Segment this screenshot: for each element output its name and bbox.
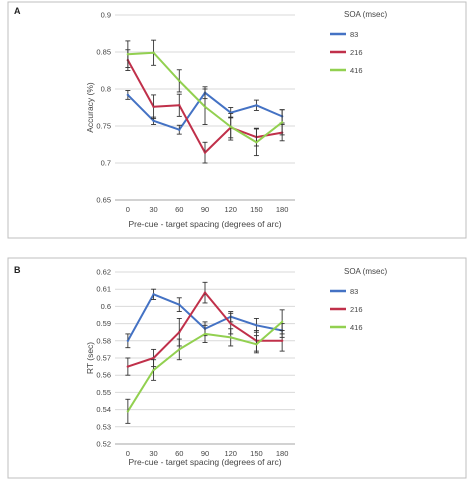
x-tick-label: 180 xyxy=(276,449,289,458)
y-tick-label: 0.61 xyxy=(96,285,111,294)
data-point xyxy=(126,410,130,413)
x-axis-label: Pre-cue - target spacing (degrees of arc… xyxy=(128,457,281,467)
data-point xyxy=(152,293,155,296)
legend-label: 216 xyxy=(350,48,363,57)
x-tick-label: 30 xyxy=(149,449,157,458)
legend-item-216: 216 xyxy=(330,305,363,314)
legend: SOA (msec) 83 216 416 xyxy=(330,267,387,332)
x-tick-label: 0 xyxy=(126,205,130,214)
data-point xyxy=(255,343,258,346)
data-point xyxy=(229,322,232,325)
panel-frame xyxy=(7,1,467,239)
y-tick-label: 0.7 xyxy=(101,159,111,168)
data-point xyxy=(203,291,207,294)
data-point xyxy=(229,336,232,339)
legend: SOA (msec) 83 216 416 xyxy=(330,10,387,75)
y-tick-label: 0.8 xyxy=(101,85,111,94)
x-axis-label: Pre-cue - target spacing (degrees of arc… xyxy=(128,219,281,229)
data-point xyxy=(178,331,181,334)
legend-label: 83 xyxy=(350,287,358,296)
data-point xyxy=(178,303,181,306)
x-tick-label: 120 xyxy=(224,205,237,214)
x-tick-label: 120 xyxy=(224,449,237,458)
data-point xyxy=(203,151,207,154)
legend-item-83: 83 xyxy=(330,30,358,39)
data-point xyxy=(280,339,284,342)
data-point xyxy=(229,125,232,128)
panel-label: A xyxy=(14,6,21,16)
y-tick-label: 0.53 xyxy=(96,422,111,431)
y-tick-label: 0.59 xyxy=(96,319,111,328)
data-point xyxy=(178,79,181,83)
series-416 xyxy=(125,39,285,157)
y-tick-label: 0.6 xyxy=(101,302,111,311)
y-tick-label: 0.9 xyxy=(101,11,111,20)
x-tick-label: 180 xyxy=(276,205,289,214)
data-point xyxy=(280,121,284,124)
data-point xyxy=(255,104,258,107)
data-point xyxy=(152,368,155,372)
legend-label: 83 xyxy=(350,30,358,39)
legend-title: SOA (msec) xyxy=(344,267,387,276)
legend-item-416: 416 xyxy=(330,323,363,332)
legend-label: 416 xyxy=(350,323,363,332)
x-tick-label: 30 xyxy=(149,205,157,214)
legend-item-216: 216 xyxy=(330,48,363,57)
y-tick-label: 0.56 xyxy=(96,371,111,380)
y-axis-label: RT (sec) xyxy=(85,342,95,374)
x-tick-label: 150 xyxy=(250,205,263,214)
legend-title: SOA (msec) xyxy=(344,10,387,19)
y-axis-label: Accuracy (%) xyxy=(85,82,95,133)
data-point xyxy=(178,348,181,351)
series-416 xyxy=(125,309,285,424)
data-point xyxy=(126,93,130,97)
data-point xyxy=(255,324,258,327)
y-tick-label: 0.57 xyxy=(96,354,111,363)
data-point xyxy=(126,365,130,368)
y-tick-label: 0.75 xyxy=(96,122,111,131)
data-point xyxy=(152,119,155,123)
data-point xyxy=(126,53,130,56)
x-tick-label: 90 xyxy=(201,449,209,458)
y-tick-label: 0.65 xyxy=(96,196,111,205)
y-tick-label: 0.54 xyxy=(96,405,111,414)
data-point xyxy=(126,339,130,342)
legend-label: 216 xyxy=(350,305,363,314)
data-point xyxy=(152,356,155,360)
panel-frame xyxy=(7,257,467,479)
data-point xyxy=(152,105,155,108)
x-tick-label: 60 xyxy=(175,205,183,214)
data-point xyxy=(178,104,181,107)
x-tick-label: 150 xyxy=(250,449,263,458)
x-tick-label: 0 xyxy=(126,449,130,458)
y-tick-label: 0.85 xyxy=(96,48,111,57)
data-point xyxy=(280,320,284,324)
chart-panel-B: B 0.52 0.53 0.54 0.55 0.56 0.57 0.58 0.59 0.6 0.61… xyxy=(7,257,467,479)
y-tick-label: 0.52 xyxy=(96,440,111,449)
legend-item-83: 83 xyxy=(330,287,358,296)
data-point xyxy=(152,51,155,54)
x-tick-label: 90 xyxy=(201,205,209,214)
chart-panel-A: A 0.65 0.7 0.75 0.8 0.85 0.9 0 30 60 90 120 150 180 Pr… xyxy=(7,1,467,239)
panel-label: B xyxy=(14,265,21,275)
data-point xyxy=(255,141,258,144)
x-tick-label: 60 xyxy=(175,449,183,458)
legend-item-416: 416 xyxy=(330,66,363,75)
data-point xyxy=(203,105,207,108)
y-tick-label: 0.55 xyxy=(96,388,111,397)
data-point xyxy=(178,128,181,131)
y-tick-label: 0.62 xyxy=(96,268,111,277)
legend-label: 416 xyxy=(350,66,363,75)
y-tick-label: 0.58 xyxy=(96,336,111,345)
data-point xyxy=(203,332,207,336)
